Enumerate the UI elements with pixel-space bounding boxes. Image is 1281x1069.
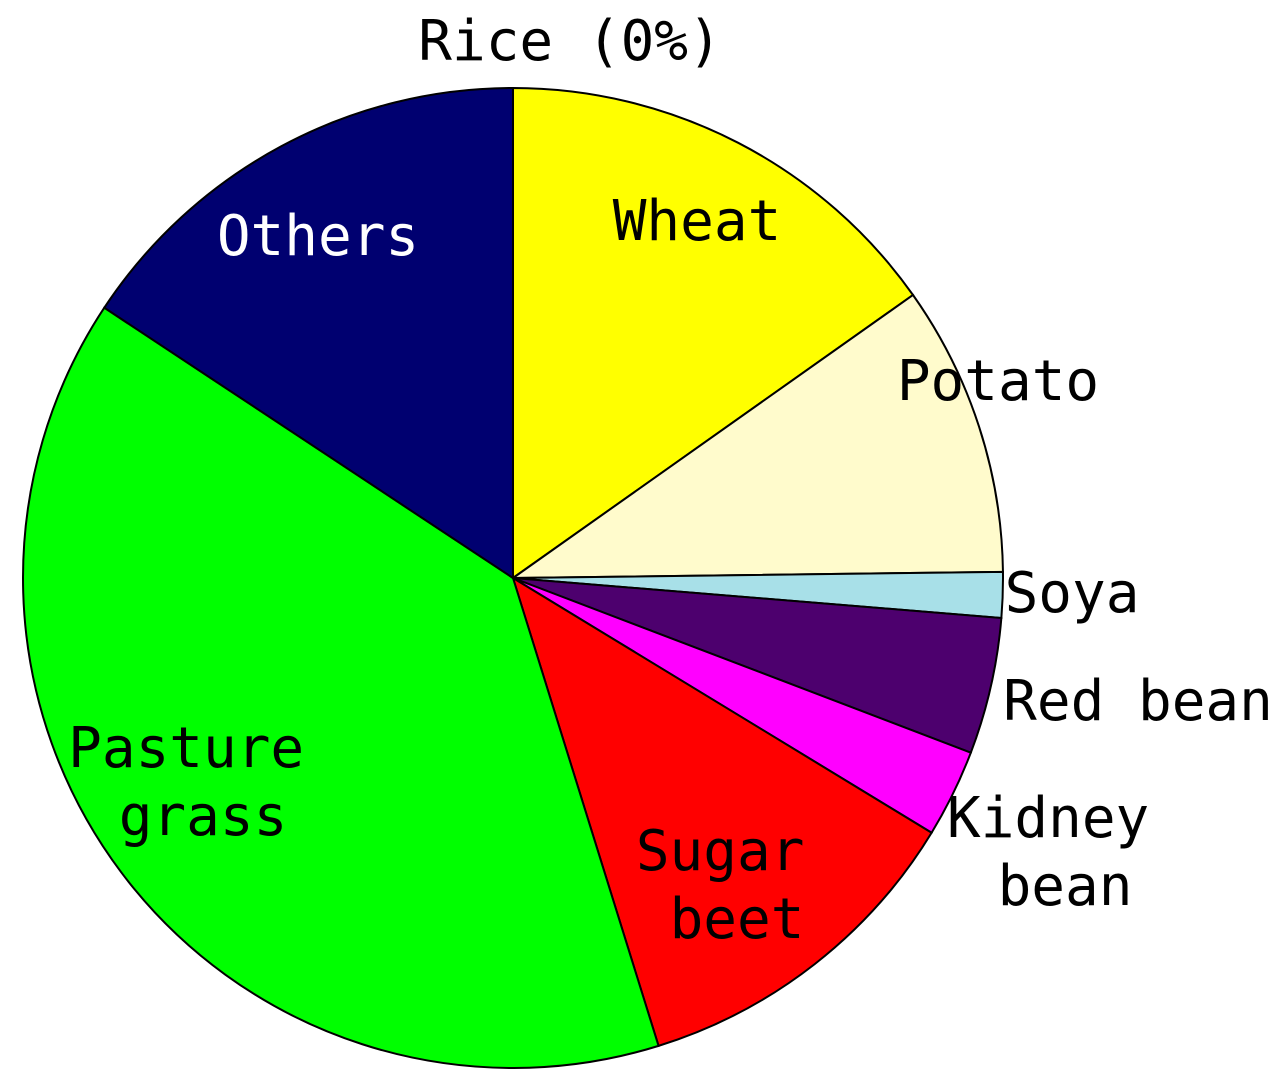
slice-label: Others <box>217 204 419 269</box>
slice-label: Potato <box>897 349 1099 414</box>
slice-label: Kidney bean <box>947 786 1183 919</box>
pie-slice <box>102 86 514 580</box>
pie-slice <box>512 86 915 580</box>
pie-slice <box>509 293 1004 580</box>
slice-label: Pasture grass <box>68 716 338 849</box>
label-line: bean <box>998 854 1133 919</box>
label-line: beet <box>670 887 805 952</box>
slice-label: Rice (0%) <box>418 9 721 74</box>
label-line: Kidney <box>947 786 1183 851</box>
label-line: grass <box>119 784 288 849</box>
slice-label: Soya <box>1005 561 1140 626</box>
slice-label: Red bean <box>1003 669 1273 734</box>
slice-label: Sugar beet <box>636 819 838 952</box>
label-line: Sugar <box>636 819 838 884</box>
label-line: Pasture <box>68 716 338 781</box>
pie-slice <box>22 306 660 1069</box>
pie-slice <box>511 575 933 1048</box>
slice-label: Wheat <box>613 189 782 254</box>
